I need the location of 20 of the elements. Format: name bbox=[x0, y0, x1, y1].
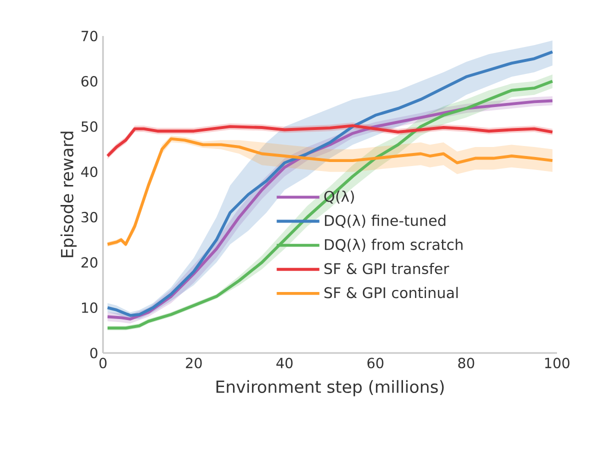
x-tick-label: 20 bbox=[186, 358, 202, 368]
y-tick-label: 70 bbox=[82, 30, 98, 42]
x-tick-label: 60 bbox=[367, 358, 384, 368]
legend-label: SF & GPI transfer bbox=[324, 262, 450, 274]
y-tick-label: 10 bbox=[82, 302, 98, 313]
x-tick-label: 40 bbox=[276, 358, 293, 368]
x-tick-label: 80 bbox=[458, 358, 474, 368]
legend-label: SF & GPI continual bbox=[324, 286, 458, 298]
legend-label: DQ(λ) from scratch bbox=[324, 238, 463, 252]
y-tick-label: 40 bbox=[81, 166, 98, 178]
y-tick-label: 0 bbox=[90, 348, 98, 358]
x-axis-title: Environment step (millions) bbox=[216, 380, 444, 396]
y-tick-label: 50 bbox=[82, 121, 98, 132]
x-tick-label: 0 bbox=[99, 358, 107, 368]
y-axis-title: Episode reward bbox=[60, 132, 77, 258]
y-tick-label: 20 bbox=[82, 257, 98, 268]
x-tick-label: 100 bbox=[545, 358, 570, 368]
legend-label: DQ(λ) fine-tuned bbox=[324, 214, 446, 228]
y-tick-label: 60 bbox=[81, 76, 98, 87]
y-tick-label: 30 bbox=[82, 212, 98, 222]
